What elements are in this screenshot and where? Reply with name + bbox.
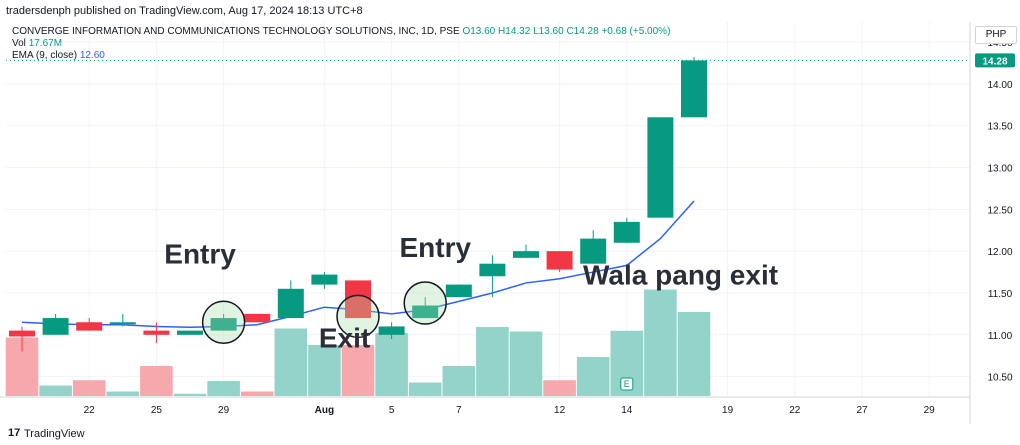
volume-bar — [543, 380, 576, 396]
annotation-label: Entry — [164, 239, 236, 270]
legend-symbol: CONVERGE INFORMATION AND COMMUNICATIONS … — [12, 26, 460, 37]
volume-bar — [240, 391, 274, 396]
x-tick-label: 25 — [151, 405, 163, 416]
y-tick-label: 14.00 — [987, 80, 1012, 91]
legend-change: +0.68 (+5.00%) — [601, 26, 671, 37]
candle-body — [42, 318, 69, 335]
candle-body — [143, 330, 170, 335]
candle-body — [277, 288, 304, 319]
volume-bar — [140, 366, 173, 396]
volume-bar — [509, 331, 543, 396]
legend-volume-value: 17.67M — [28, 38, 63, 49]
candle-body — [546, 251, 573, 270]
volume-bar — [341, 345, 375, 396]
legend-ema-row: EMA (9, close) 12.60 — [12, 50, 670, 62]
volume-bar — [408, 382, 442, 396]
candle-body — [210, 318, 237, 331]
footer: 17 TradingView — [0, 424, 1020, 445]
last-price-label: 14.28 — [982, 56, 1007, 67]
candle-body — [513, 251, 539, 258]
last-price-badge — [975, 53, 1015, 68]
y-tick-label: 13.50 — [987, 122, 1012, 133]
candle-body — [412, 305, 439, 319]
volume-bar — [442, 366, 476, 396]
legend-symbol-row: CONVERGE INFORMATION AND COMMUNICATIONS … — [12, 26, 670, 38]
x-tick-label: 5 — [389, 405, 395, 416]
volume-bar — [476, 327, 509, 396]
candle-body — [109, 322, 136, 325]
volume-bar — [576, 357, 610, 396]
top-bar: tradersdenph published on TradingView.co… — [0, 0, 1020, 22]
x-tick-label: 29 — [218, 405, 230, 416]
tradingview-logo-icon: 17 — [8, 427, 21, 439]
annotation-label: Exit — [319, 322, 370, 353]
highlight-circle — [336, 294, 380, 339]
x-tick-label: 7 — [456, 405, 462, 416]
candle-body — [9, 330, 35, 337]
y-tick-label: 11.00 — [988, 331, 1013, 342]
y-tick-label: 13.00 — [987, 163, 1012, 174]
footer-brand: TradingView — [24, 428, 85, 440]
volume-bar — [207, 381, 240, 396]
legend: CONVERGE INFORMATION AND COMMUNICATIONS … — [12, 26, 670, 62]
x-tick-label: 22 — [84, 405, 96, 416]
volume-bar — [106, 391, 140, 396]
volume-bar — [72, 380, 106, 396]
annotation-label: Entry — [399, 232, 471, 263]
candle-body — [479, 263, 506, 277]
x-tick-label: 29 — [924, 405, 936, 416]
highlight-circle — [403, 281, 447, 325]
x-tick-label: 14 — [621, 405, 633, 416]
volume-bar — [274, 328, 308, 396]
earnings-marker-icon: E — [624, 379, 630, 389]
volume-bar — [39, 385, 72, 396]
highlight-circle — [201, 300, 246, 345]
y-tick-label: 12.50 — [987, 205, 1012, 216]
volume-bar — [173, 393, 207, 396]
candle-body — [445, 284, 472, 298]
x-tick-label: 27 — [856, 405, 868, 416]
candle-body — [613, 221, 640, 243]
currency-button[interactable]: PHP — [975, 26, 1017, 44]
publisher-info: tradersdenph published on TradingView.co… — [6, 5, 363, 17]
x-tick-label: 22 — [789, 405, 801, 416]
volume-bar — [308, 345, 341, 396]
legend-close: C14.28 — [566, 26, 599, 37]
candle-body — [76, 322, 103, 331]
y-tick-label: 11.50 — [988, 289, 1013, 300]
y-tick-label: 12.00 — [987, 247, 1012, 258]
candle-body — [345, 280, 371, 319]
candle-body — [580, 238, 607, 264]
candle-body — [244, 313, 271, 323]
legend-open: O13.60 — [462, 26, 496, 37]
x-tick-label: 19 — [722, 405, 734, 416]
legend-ema-label: EMA (9, close) — [12, 50, 78, 61]
candle-body — [177, 330, 203, 335]
x-tick-label: 12 — [554, 405, 566, 416]
legend-high: H14.32 — [498, 26, 531, 37]
legend-low: L13.60 — [533, 26, 564, 37]
volume-bar — [375, 333, 408, 396]
volume-bar — [677, 312, 711, 396]
earnings-marker-icon[interactable] — [620, 377, 634, 391]
volume-bar — [644, 289, 677, 396]
y-tick-label: 10.50 — [987, 373, 1012, 384]
candle-body — [378, 326, 405, 335]
x-tick-label: Aug — [315, 405, 334, 416]
candle-body — [311, 274, 338, 285]
legend-ema-value: 12.60 — [79, 50, 105, 61]
legend-volume-label: Vol — [12, 38, 26, 49]
legend-volume-row: Vol 17.67M — [12, 38, 670, 50]
annotation-label: Wala pang exit — [583, 260, 778, 291]
candle-body — [681, 60, 707, 118]
candle-body — [647, 117, 674, 218]
